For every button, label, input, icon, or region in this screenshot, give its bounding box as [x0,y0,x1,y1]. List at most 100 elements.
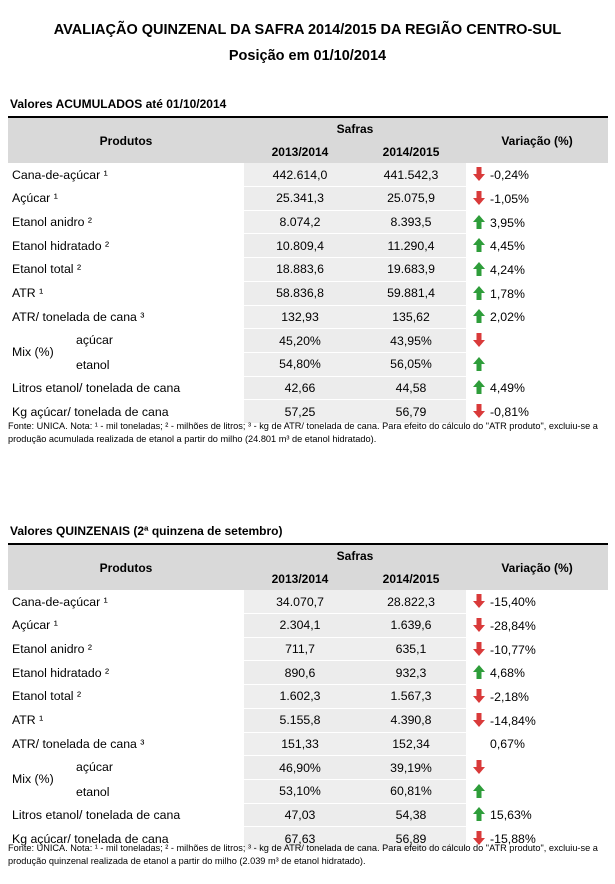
table-row: Açúcar ¹ 25.341,3 25.075,9 -1,05% [8,186,609,211]
variation-value: 4,49% [490,381,525,396]
value-2014-2015: 932,3 [356,660,467,686]
row-label: Etanol total ² [8,257,244,282]
variation-cell: -28,84% [466,613,609,638]
variation-cell: -15,88% [466,826,609,851]
value-2013-2014: 18.883,6 [244,257,356,282]
table-row: ATR ¹ 5.155,8 4.390,8 -14,84% [8,708,609,733]
variation-cell: 2,02% [466,305,609,330]
value-2013-2014: 442.614,0 [244,163,356,188]
arrow-down-icon [473,190,486,205]
variation-cell: 15,63% [466,803,609,828]
variation-value: 4,45% [490,239,525,254]
variation-cell: -0,81% [466,399,609,424]
row-label: Kg açúcar/ tonelada de cana [8,399,244,424]
header-safras: Safras [244,117,467,141]
value-2014-2015: 135,62 [356,305,467,330]
table-row-mix-acucar: Mix (%) açúcar etanol 45,20% 43,95% [8,328,609,377]
row-label: Litros etanol/ tonelada de cana [8,803,244,828]
table-quinzenais: Produtos Safras Variação (%) 2013/2014 2014/… [8,543,609,851]
mix-acucar-variation [466,328,609,353]
row-label: Etanol hidratado ² [8,660,244,686]
variation-cell: -14,84% [466,708,609,733]
mix-etanol-2014-2015: 60,81% [356,779,467,804]
header-year-1: 2013/2014 [244,567,356,591]
arrow-down-icon [473,333,486,348]
mix-acucar-2014-2015: 43,95% [356,328,467,353]
value-2013-2014: 34.070,7 [244,590,356,615]
table-row: Cana-de-açúcar ¹ 34.070,7 28.822,3 -15,40% [8,590,609,615]
arrow-up-icon [473,807,486,822]
row-label: Litros etanol/ tonelada de cana [8,376,244,401]
source-note-quinzenais: Fonte: UNICA. Nota: ¹ - mil toneladas; ²… [8,843,598,866]
value-2013-2014: 10.809,4 [244,233,356,259]
mix-acucar-2014-2015: 39,19% [356,755,467,780]
arrow-up-icon [473,214,486,229]
header-year-2: 2014/2015 [356,567,467,591]
table-row: Kg açúcar/ tonelada de cana 57,25 56,79 -0,… [8,399,609,424]
mix-acucar-2013-2014: 46,90% [244,755,356,780]
variation-value: -0,81% [490,405,529,420]
arrow-up-icon [473,261,486,276]
table-row-mix-etanol: 54,80% 56,05% [8,352,609,377]
section-title-quinzenais: Valores QUINZENAIS (2ª quinzena de setem… [10,524,283,538]
variation-value: -15,88% [490,832,536,847]
value-2014-2015: 1.639,6 [356,613,467,638]
value-2013-2014: 151,33 [244,732,356,757]
row-label: ATR/ tonelada de cana ³ [8,305,244,330]
arrow-down-icon [473,641,486,656]
value-2013-2014: 1.602,3 [244,684,356,709]
arrow-down-icon [473,167,486,182]
value-2013-2014: 8.074,2 [244,210,356,235]
source-note-acumulados: Fonte: UNICA. Nota: ¹ - mil toneladas; ²… [8,421,598,444]
mix-etanol-2014-2015: 56,05% [356,352,467,377]
variation-cell: 1,78% [466,281,609,306]
table-row: Litros etanol/ tonelada de cana 42,66 44,5… [8,376,609,401]
row-label: Etanol total ² [8,684,244,709]
variation-value: 3,95% [490,215,525,230]
variation-cell: -2,18% [466,684,609,709]
variation-cell: 4,68% [466,660,609,686]
table-row: Etanol anidro ² 711,7 635,1 -10,77% [8,637,609,662]
table-row: Etanol hidratado ² 890,6 932,3 4,68% [8,660,609,686]
variation-cell: -1,05% [466,186,609,211]
header-year-1: 2013/2014 [244,140,356,164]
header-safras: Safras [244,544,467,568]
mix-label: Mix (%) [12,345,54,360]
mix-acucar-label: açúcar [76,760,113,775]
row-label: ATR ¹ [8,281,244,306]
header-variacao: Variação (%) [466,544,609,591]
value-2014-2015: 54,38 [356,803,467,828]
section-title-acumulados: Valores ACUMULADOS até 01/10/2014 [10,97,227,111]
variation-value: -28,84% [490,618,536,633]
row-label: Açúcar ¹ [8,186,244,211]
variation-value: 15,63% [490,808,532,823]
arrow-up-icon [473,783,486,798]
table-row: Etanol total ² 18.883,6 19.683,9 4,24% [8,257,609,282]
variation-value: 2,02% [490,310,525,325]
table-row: Etanol anidro ² 8.074,2 8.393,5 3,95% [8,210,609,235]
mix-etanol-2013-2014: 54,80% [244,352,356,377]
value-2014-2015: 1.567,3 [356,684,467,709]
table-row: ATR ¹ 58.836,8 59.881,4 1,78% [8,281,609,306]
arrow-up-icon [473,309,486,324]
row-label: Kg açúcar/ tonelada de cana [8,826,244,851]
table-row: ATR/ tonelada de cana ³ 132,93 135,62 2,02% [8,305,609,330]
report-title: AVALIAÇÃO QUINZENAL DA SAFRA 2014/2015 D… [53,22,562,38]
variation-cell: -15,40% [466,590,609,615]
arrow-down-icon [473,831,486,846]
variation-cell: 3,95% [466,210,609,235]
row-label: Açúcar ¹ [8,613,244,638]
arrow-down-icon [473,712,486,727]
value-2014-2015: 56,79 [356,399,467,424]
value-2013-2014: 57,25 [244,399,356,424]
value-2013-2014: 5.155,8 [244,708,356,733]
variation-value: 4,68% [490,666,525,681]
row-label: ATR ¹ [8,708,244,733]
arrow-down-icon [473,594,486,609]
row-label: Etanol hidratado ² [8,233,244,259]
mix-etanol-label: etanol [76,784,110,799]
arrow-up-icon [473,238,486,253]
value-2013-2014: 25.341,3 [244,186,356,211]
variation-value: -10,77% [490,642,536,657]
variation-cell: 4,24% [466,257,609,282]
